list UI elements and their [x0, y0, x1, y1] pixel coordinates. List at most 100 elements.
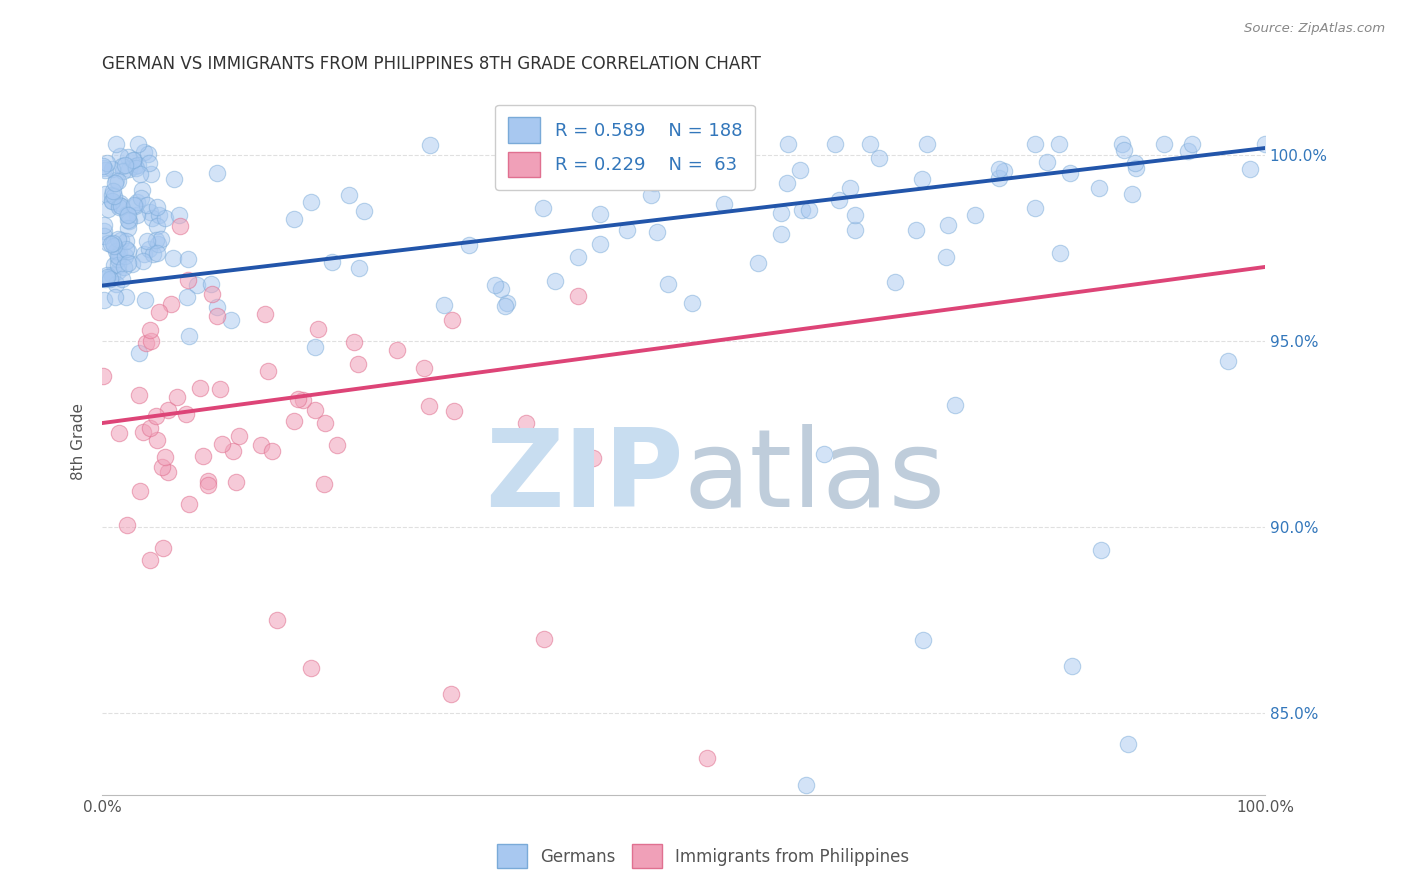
Point [440, 687, 463, 701]
Point [347, 260, 370, 275]
Point [484, 277, 506, 292]
Point [385, 343, 408, 357]
Point [582, 451, 605, 466]
Point [142, 246, 165, 260]
Point [169, 219, 191, 234]
Point [93, 293, 115, 307]
Point [228, 428, 250, 442]
Point [515, 416, 537, 430]
Point [132, 425, 155, 439]
Point [152, 541, 174, 556]
Point [108, 148, 131, 162]
Point [681, 296, 703, 310]
Point [103, 239, 125, 253]
Point [111, 272, 134, 286]
Point [776, 176, 799, 190]
Point [139, 323, 162, 337]
Point [110, 199, 132, 213]
Point [657, 277, 679, 291]
Point [588, 206, 610, 220]
Point [124, 153, 146, 168]
Point [96, 156, 118, 170]
Point [789, 162, 811, 177]
Point [197, 475, 219, 489]
Point [859, 137, 882, 152]
Point [321, 255, 343, 269]
Point [108, 246, 131, 260]
Point [337, 187, 360, 202]
Point [115, 289, 138, 303]
Point [1177, 144, 1199, 158]
Point [96, 269, 118, 284]
Point [132, 145, 155, 160]
Point [135, 198, 157, 212]
Point [221, 443, 243, 458]
Point [127, 137, 149, 152]
Point [138, 156, 160, 170]
Point [115, 207, 138, 221]
Point [988, 171, 1011, 186]
Point [100, 236, 122, 251]
Point [1062, 659, 1084, 673]
Point [115, 518, 138, 533]
Point [135, 234, 157, 248]
Point [200, 277, 222, 291]
Point [1153, 137, 1175, 152]
Point [115, 235, 138, 249]
Point [104, 137, 127, 152]
Point [177, 329, 200, 343]
Point [110, 233, 132, 247]
Point [839, 181, 862, 195]
Point [104, 244, 127, 258]
Point [589, 236, 612, 251]
Point [640, 188, 662, 202]
Point [824, 137, 846, 152]
Point [905, 223, 928, 237]
Point [287, 392, 309, 406]
Point [117, 220, 139, 235]
Point [114, 158, 136, 172]
Point [616, 223, 638, 237]
Point [262, 444, 284, 458]
Point [162, 252, 184, 266]
Point [125, 161, 148, 175]
Point [696, 750, 718, 764]
Text: atlas: atlas [683, 424, 946, 530]
Point [104, 290, 127, 304]
Point [186, 278, 208, 293]
Point [304, 402, 326, 417]
Point [208, 382, 231, 396]
Point [193, 449, 215, 463]
Point [1253, 137, 1275, 152]
Point [150, 459, 173, 474]
Point [844, 209, 866, 223]
Point [828, 194, 851, 208]
Point [1181, 137, 1204, 152]
Point [139, 205, 162, 219]
Point [544, 274, 567, 288]
Point [844, 223, 866, 237]
Point [343, 334, 366, 349]
Point [105, 172, 128, 186]
Point [108, 198, 131, 212]
Point [145, 409, 167, 424]
Point [93, 218, 115, 232]
Point [301, 661, 323, 675]
Point [108, 200, 131, 214]
Point [531, 201, 554, 215]
Point [283, 414, 305, 428]
Point [93, 161, 115, 176]
Point [124, 198, 146, 212]
Point [96, 268, 118, 283]
Point [219, 313, 242, 327]
Point [776, 137, 799, 152]
Point [176, 290, 198, 304]
Point [128, 388, 150, 402]
Point [136, 147, 159, 161]
Point [117, 244, 139, 258]
Point [915, 137, 938, 152]
Point [146, 219, 169, 233]
Point [205, 166, 228, 180]
Point [1116, 737, 1139, 751]
Point [150, 232, 173, 246]
